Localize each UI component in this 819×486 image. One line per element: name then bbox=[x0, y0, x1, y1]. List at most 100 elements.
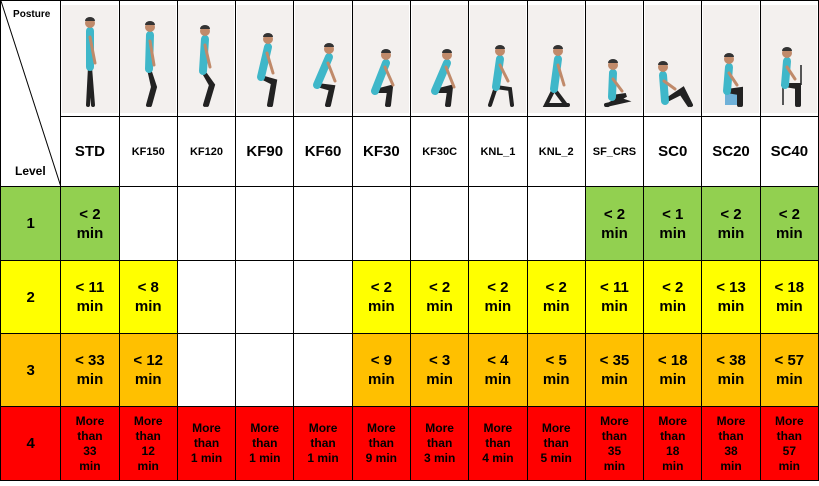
posture-figure-image bbox=[644, 4, 701, 113]
diagonal-divider bbox=[1, 1, 60, 185]
posture-figure-image bbox=[528, 4, 585, 113]
duration-cell: < 2 min bbox=[584, 186, 645, 261]
duration-cell: More than 1 min bbox=[176, 406, 237, 481]
duration-cell: More than 5 min bbox=[526, 406, 586, 481]
posture-photo-kf150 bbox=[118, 0, 178, 117]
corner-header: Posture Level bbox=[0, 0, 62, 187]
posture-figure-image bbox=[178, 4, 235, 113]
posture-code-knl_2: KNL_2 bbox=[526, 116, 586, 187]
level-row-4: 4 More than 33 min More than 12 min More th… bbox=[0, 406, 819, 481]
level-label: 3 bbox=[0, 333, 62, 407]
duration-cell: < 57 min bbox=[759, 333, 819, 407]
posture-photo-sf_crs bbox=[584, 0, 645, 117]
duration-cell: More than 57 min bbox=[759, 406, 819, 481]
posture-figure-image bbox=[411, 4, 468, 113]
duration-cell: < 2 min bbox=[759, 186, 819, 261]
level-header-label: Level bbox=[15, 164, 46, 178]
posture-figure-image bbox=[295, 4, 352, 113]
duration-cell: < 18 min bbox=[759, 260, 819, 334]
posture-code-knl_1: KNL_1 bbox=[468, 116, 528, 187]
duration-cell: More than 3 min bbox=[409, 406, 470, 481]
posture-figure-image bbox=[353, 4, 410, 113]
posture-code-kf30c: KF30C bbox=[409, 116, 470, 187]
duration-cell: < 2 min bbox=[60, 186, 120, 261]
posture-photo-knl_1 bbox=[468, 0, 528, 117]
posture-code-std: STD bbox=[60, 116, 120, 187]
duration-cell: < 1 min bbox=[643, 186, 703, 261]
duration-cell: < 3 min bbox=[409, 333, 470, 407]
duration-cell: < 5 min bbox=[526, 333, 586, 407]
duration-cell: More than 1 min bbox=[235, 406, 295, 481]
posture-photo-sc40 bbox=[759, 0, 819, 117]
posture-figure-image bbox=[703, 4, 760, 113]
posture-code-sc40: SC40 bbox=[759, 116, 819, 187]
duration-cell bbox=[409, 186, 470, 261]
level-row-2: 2 < 11 min < 8 min < 2 min < 2 min < 2 min < 2… bbox=[0, 260, 819, 334]
duration-cell: More than 38 min bbox=[701, 406, 761, 481]
duration-cell: More than 35 min bbox=[584, 406, 645, 481]
posture-figure-image bbox=[586, 4, 643, 113]
duration-cell: < 9 min bbox=[351, 333, 411, 407]
duration-cell: More than 12 min bbox=[118, 406, 178, 481]
posture-photo-kf120 bbox=[176, 0, 237, 117]
photo-row: Posture Level bbox=[0, 0, 819, 187]
posture-code-kf30: KF30 bbox=[351, 116, 411, 187]
duration-cell bbox=[293, 186, 353, 261]
posture-code-kf150: KF150 bbox=[118, 116, 178, 187]
duration-cell bbox=[293, 260, 353, 334]
posture-code-kf90: KF90 bbox=[235, 116, 295, 187]
duration-cell bbox=[235, 186, 295, 261]
duration-cell: More than 1 min bbox=[293, 406, 353, 481]
duration-cell bbox=[118, 186, 178, 261]
posture-header-label: Posture bbox=[13, 9, 51, 20]
posture-figure-image bbox=[236, 4, 293, 113]
level-row-1: 1 < 2 min < 2 min < 1 min < 2 min < 2 min bbox=[0, 186, 819, 261]
posture-code-sf_crs: SF_CRS bbox=[584, 116, 645, 187]
posture-photo-kf30c bbox=[409, 0, 470, 117]
duration-cell bbox=[351, 186, 411, 261]
duration-cell bbox=[176, 260, 237, 334]
duration-cell: More than 33 min bbox=[60, 406, 120, 481]
posture-figure-image bbox=[761, 4, 818, 113]
duration-cell: More than 4 min bbox=[468, 406, 528, 481]
posture-figure-image bbox=[61, 4, 118, 113]
duration-cell: < 2 min bbox=[701, 186, 761, 261]
duration-cell: < 2 min bbox=[643, 260, 703, 334]
posture-code-kf60: KF60 bbox=[293, 116, 353, 187]
posture-photo-knl_2 bbox=[526, 0, 586, 117]
duration-cell: < 13 min bbox=[701, 260, 761, 334]
duration-cell: < 2 min bbox=[526, 260, 586, 334]
duration-cell: < 35 min bbox=[584, 333, 645, 407]
posture-figure-image bbox=[469, 4, 526, 113]
duration-cell: < 11 min bbox=[584, 260, 645, 334]
duration-cell: < 8 min bbox=[118, 260, 178, 334]
duration-cell bbox=[235, 260, 295, 334]
posture-photo-kf30 bbox=[351, 0, 411, 117]
posture-photo-std bbox=[60, 0, 120, 117]
posture-code-sc0: SC0 bbox=[643, 116, 703, 187]
posture-photo-sc20 bbox=[701, 0, 761, 117]
duration-cell: More than 9 min bbox=[351, 406, 411, 481]
duration-cell: < 2 min bbox=[468, 260, 528, 334]
level-label: 2 bbox=[0, 260, 62, 334]
duration-cell: < 38 min bbox=[701, 333, 761, 407]
level-row-3: 3 < 33 min < 12 min < 9 min < 3 min < 4 min < … bbox=[0, 333, 819, 407]
duration-cell bbox=[176, 186, 237, 261]
level-label: 1 bbox=[0, 186, 62, 261]
posture-photo-kf60 bbox=[293, 0, 353, 117]
duration-cell: More than 18 min bbox=[643, 406, 703, 481]
duration-cell: < 33 min bbox=[60, 333, 120, 407]
duration-cell bbox=[293, 333, 353, 407]
code-row: STD KF150 KF120 KF90 KF60 KF30 KF30C KNL_1 KNL_2… bbox=[1, 116, 819, 187]
duration-cell: < 11 min bbox=[60, 260, 120, 334]
duration-cell: < 2 min bbox=[409, 260, 470, 334]
duration-cell: < 4 min bbox=[468, 333, 528, 407]
duration-cell bbox=[176, 333, 237, 407]
duration-cell bbox=[526, 186, 586, 261]
posture-photo-sc0 bbox=[643, 0, 703, 117]
posture-code-kf120: KF120 bbox=[176, 116, 237, 187]
duration-cell: < 18 min bbox=[643, 333, 703, 407]
posture-photo-kf90 bbox=[235, 0, 295, 117]
duration-cell bbox=[235, 333, 295, 407]
